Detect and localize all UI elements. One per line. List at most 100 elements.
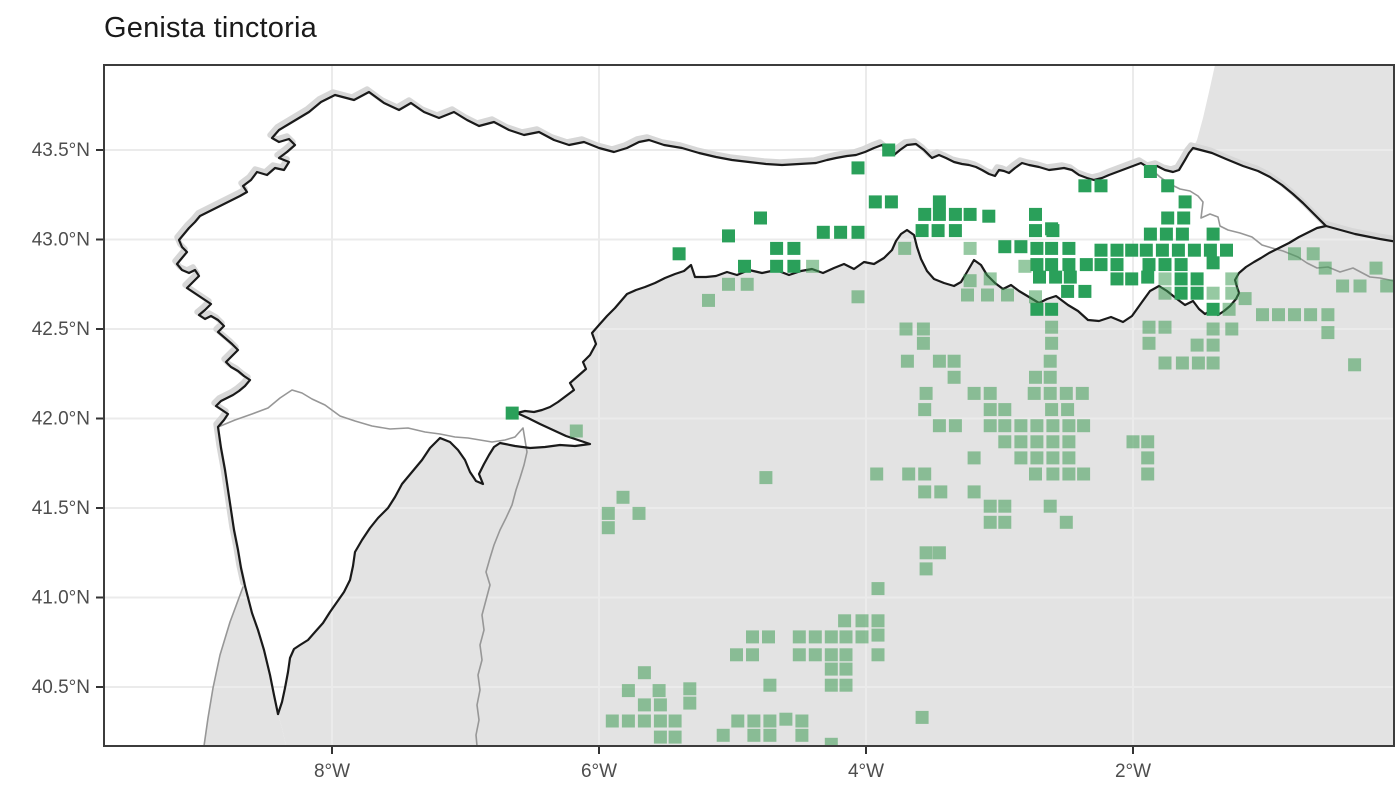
occurrence-square-light (1141, 467, 1155, 481)
occurrence-square-light (998, 515, 1012, 529)
occurrence-square-dark (1206, 302, 1220, 316)
y-axis-label: 41.0°N (32, 588, 90, 609)
france-fill (1193, 65, 1394, 242)
occurrence-square-dark (1139, 243, 1153, 257)
occurrence-square-light (824, 630, 838, 644)
occurrence-square-light (1062, 451, 1076, 465)
occurrence-square-light (1158, 272, 1172, 286)
occurrence-square-dark (1094, 243, 1108, 257)
occurrence-square-dark (1206, 256, 1220, 270)
occurrence-square-light (1353, 279, 1367, 293)
occurrence-square-dark (1203, 243, 1217, 257)
occurrence-square-light (731, 714, 745, 728)
occurrence-square-light (1318, 261, 1332, 275)
occurrence-square-light (1046, 467, 1060, 481)
occurrence-square-light (932, 546, 946, 560)
occurrence-square-light (763, 714, 777, 728)
occurrence-square-light (967, 485, 981, 499)
occurrence-square-light (824, 662, 838, 676)
occurrence-square-light (1206, 338, 1220, 352)
occurrence-square-light (1043, 370, 1057, 384)
occurrence-square-dark (884, 195, 898, 209)
occurrence-square-light (1014, 419, 1028, 433)
occurrence-square-light (569, 424, 583, 438)
occurrence-square-light (1369, 261, 1383, 275)
occurrence-square-light (1077, 419, 1091, 433)
occurrence-square-light (870, 467, 884, 481)
occurrence-square-dark (1030, 241, 1044, 255)
occurrence-square-dark (1063, 270, 1077, 284)
occurrence-square-light (899, 322, 913, 336)
occurrence-square-light (1321, 326, 1335, 340)
occurrence-square-light (1062, 419, 1076, 433)
occurrence-square-light (795, 728, 809, 742)
occurrence-square-light (1141, 435, 1155, 449)
occurrence-square-light (871, 628, 885, 642)
occurrence-square-light (1014, 435, 1028, 449)
occurrence-square-light (1030, 435, 1044, 449)
y-axis-label: 43.5°N (32, 140, 90, 161)
occurrence-square-dark (1155, 243, 1169, 257)
occurrence-square-dark (1030, 302, 1044, 316)
occurrence-square-light (915, 710, 929, 724)
occurrence-square-dark (998, 240, 1012, 254)
occurrence-square-dark (882, 143, 896, 157)
occurrence-square-dark (1110, 243, 1124, 257)
region-boundary-coastal-wedge (243, 584, 280, 716)
occurrence-square-light (1062, 467, 1076, 481)
occurrence-square-light (839, 662, 853, 676)
occurrence-square-light (1142, 320, 1156, 334)
occurrence-square-light (983, 515, 997, 529)
occurrence-square-light (1027, 386, 1041, 400)
occurrence-square-light (919, 386, 933, 400)
occurrence-square-dark (1174, 258, 1188, 272)
y-axis-label: 40.5°N (32, 677, 90, 698)
occurrence-square-dark (672, 247, 686, 261)
occurrence-square-dark (1078, 284, 1092, 298)
occurrence-square-light (1225, 322, 1239, 336)
admin-border-spain-portugal (217, 389, 528, 746)
occurrence-square-light (871, 648, 885, 662)
occurrence-square-light (621, 684, 635, 698)
occurrence-square-dark (1029, 207, 1042, 221)
occurrence-square-light (932, 354, 946, 368)
occurrence-square-light (1046, 419, 1060, 433)
occurrence-square-dark (982, 209, 996, 223)
admin-border-navarre (1151, 169, 1394, 282)
occurrence-square-light (637, 666, 651, 680)
occurrence-square-dark (1161, 179, 1175, 193)
occurrence-square-dark (1079, 258, 1093, 272)
occurrence-square-light (747, 728, 761, 742)
x-axis-label: 4°W (848, 761, 884, 782)
occurrence-square-light (1191, 356, 1205, 370)
occurrence-square-dark (1177, 211, 1191, 225)
occurrence-square-dark (1078, 179, 1092, 193)
occurrence-square-dark (787, 259, 801, 273)
occurrence-square-dark (1061, 284, 1075, 298)
x-axis-label: 8°W (314, 761, 350, 782)
occurrence-square-dark (1161, 211, 1175, 225)
admin-border-portugal-coast (203, 586, 244, 746)
occurrence-square-light (1272, 308, 1285, 322)
occurrence-square-light (747, 714, 761, 728)
occurrence-square-light (916, 336, 930, 350)
occurrence-square-light (806, 259, 820, 273)
occurrence-square-light (1158, 286, 1172, 300)
occurrence-square-light (1321, 308, 1335, 322)
occurrence-square-dark (1030, 258, 1044, 272)
x-axis-label: 2°W (1115, 761, 1151, 782)
occurrence-square-dark (1125, 272, 1139, 286)
occurrence-square-light (961, 288, 974, 302)
occurrence-square-dark (1158, 258, 1172, 272)
occurrence-square-dark (1178, 195, 1192, 209)
occurrence-square-dark (722, 229, 735, 243)
occurrence-square-dark (1062, 241, 1076, 255)
occurrence-square-light (824, 648, 838, 662)
occurrence-square-light (871, 582, 885, 596)
occurrence-square-light (1238, 292, 1252, 306)
occurrence-square-light (1046, 451, 1060, 465)
occurrence-square-light (616, 490, 630, 504)
occurrence-square-light (967, 451, 981, 465)
occurrence-square-light (967, 386, 981, 400)
occurrence-square-light (716, 728, 730, 742)
